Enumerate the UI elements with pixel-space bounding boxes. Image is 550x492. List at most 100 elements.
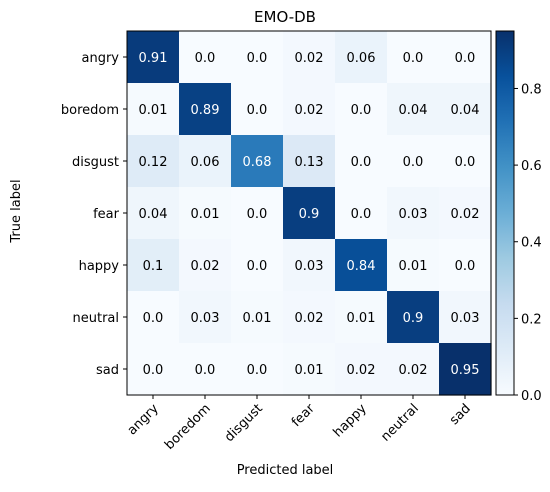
- cell-value-label: 0.9: [403, 311, 424, 326]
- heatmap-cell: [127, 135, 180, 188]
- cell-value-label: 0.03: [295, 259, 324, 274]
- heatmap-cell: [387, 135, 440, 188]
- heatmap-cell: [283, 343, 336, 396]
- colorbar-ticks: 0.0 0.2 0.4 0.6 0.8: [514, 82, 542, 404]
- colorbar-tick-label: 0.4: [521, 236, 542, 251]
- heatmap-cell: [335, 83, 388, 136]
- cell-value-label: 0.0: [351, 155, 372, 170]
- cell-value-label: 0.0: [351, 103, 372, 118]
- x-axis-label: Predicted label: [237, 463, 334, 478]
- cell-value-label: 0.03: [451, 311, 480, 326]
- heatmap-cell: [179, 239, 232, 292]
- heatmap-cell: [335, 135, 388, 188]
- heatmap-cell: [283, 135, 336, 188]
- x-tick-label: neutral: [378, 401, 421, 444]
- colorbar-tick-label: 0.6: [521, 159, 542, 174]
- x-axis-ticks: angry boredom disgust fear happy neutral sad: [125, 395, 474, 453]
- heatmap-cell: [179, 135, 232, 188]
- cell-value-label: 0.01: [243, 311, 272, 326]
- cell-value-label: 0.0: [195, 51, 216, 66]
- cell-value-label: 0.02: [451, 207, 480, 222]
- heatmap-cell: [387, 187, 440, 240]
- cell-value-label: 0.1: [143, 259, 164, 274]
- y-tick-label: fear: [93, 207, 120, 222]
- x-tick-label: angry: [125, 401, 162, 438]
- heatmap-cell: [335, 187, 388, 240]
- cell-value-label: 0.01: [191, 207, 220, 222]
- colorbar-tick-label: 0.2: [521, 312, 542, 327]
- heatmap-cell: [127, 31, 180, 84]
- heatmap-cell: [335, 343, 388, 396]
- x-tick-label: fear: [289, 401, 318, 430]
- heatmap-cell: [231, 31, 284, 84]
- cell-value-label: 0.95: [451, 363, 480, 378]
- cell-value-label: 0.04: [399, 103, 428, 118]
- cell-value-label: 0.0: [247, 207, 268, 222]
- heatmap-cell: [127, 291, 180, 344]
- y-tick-label: boredom: [61, 103, 119, 118]
- cell-value-label: 0.02: [295, 51, 324, 66]
- chart-title: EMO-DB: [254, 8, 316, 26]
- heatmap-cell: [283, 291, 336, 344]
- heatmap-cell: [335, 291, 388, 344]
- colorbar-tick-label: 0.8: [521, 82, 542, 97]
- heatmap-cell: [439, 83, 492, 136]
- heatmap-cell: [179, 31, 232, 84]
- cell-value-label: 0.03: [191, 311, 220, 326]
- cell-value-label: 0.03: [399, 207, 428, 222]
- heatmap-cell: [231, 83, 284, 136]
- cell-value-label: 0.0: [195, 363, 216, 378]
- cell-value-label: 0.01: [347, 311, 376, 326]
- cell-value-label: 0.84: [347, 259, 376, 274]
- heatmap-cell: [127, 343, 180, 396]
- cell-value-label: 0.0: [143, 311, 164, 326]
- heatmap-cells: [127, 31, 492, 396]
- cell-value-label: 0.13: [295, 155, 324, 170]
- cell-value-label: 0.68: [243, 155, 272, 170]
- cell-value-label: 0.0: [455, 259, 476, 274]
- y-axis-label: True label: [9, 179, 24, 243]
- cell-value-label: 0.06: [347, 51, 376, 66]
- heatmap-cell: [127, 83, 180, 136]
- heatmap-cell: [283, 239, 336, 292]
- heatmap-annotations: 0.91 0.0 0.0 0.02 0.06 0.0 0.0 0.01 0.89 0.0 0.02 0…: [139, 51, 480, 378]
- cell-value-label: 0.04: [139, 207, 168, 222]
- heatmap-cell: [387, 239, 440, 292]
- cell-value-label: 0.12: [139, 155, 168, 170]
- y-tick-label: happy: [79, 259, 120, 274]
- cell-value-label: 0.06: [191, 155, 220, 170]
- cell-value-label: 0.0: [455, 51, 476, 66]
- cell-value-label: 0.01: [139, 103, 168, 118]
- heatmap-cell: [387, 31, 440, 84]
- colorbar-tick-label: 0.0: [521, 389, 542, 404]
- cell-value-label: 0.91: [139, 51, 168, 66]
- colorbar: [495, 30, 515, 396]
- cell-value-label: 0.01: [399, 259, 428, 274]
- cell-value-label: 0.0: [247, 103, 268, 118]
- x-tick-label: sad: [447, 401, 474, 428]
- heatmap-cell: [231, 135, 284, 188]
- heatmap-cell: [231, 343, 284, 396]
- heatmap-cell: [179, 187, 232, 240]
- cell-value-label: 0.9: [299, 207, 320, 222]
- heatmap-cell: [439, 291, 492, 344]
- heatmap-cell: [387, 291, 440, 344]
- cell-value-label: 0.0: [351, 207, 372, 222]
- heatmap-cell: [231, 239, 284, 292]
- heatmap-cell: [387, 343, 440, 396]
- heatmap-cell: [283, 83, 336, 136]
- cell-value-label: 0.0: [403, 155, 424, 170]
- heatmap-cell: [439, 31, 492, 84]
- heatmap-cell: [335, 31, 388, 84]
- y-tick-label: sad: [96, 363, 119, 378]
- heatmap-cell: [127, 187, 180, 240]
- cell-value-label: 0.0: [403, 51, 424, 66]
- cell-value-label: 0.02: [347, 363, 376, 378]
- cell-value-label: 0.01: [295, 363, 324, 378]
- heatmap-cell: [283, 187, 336, 240]
- cell-value-label: 0.0: [247, 363, 268, 378]
- heatmap-cell: [335, 239, 388, 292]
- x-tick-label: happy: [331, 401, 370, 440]
